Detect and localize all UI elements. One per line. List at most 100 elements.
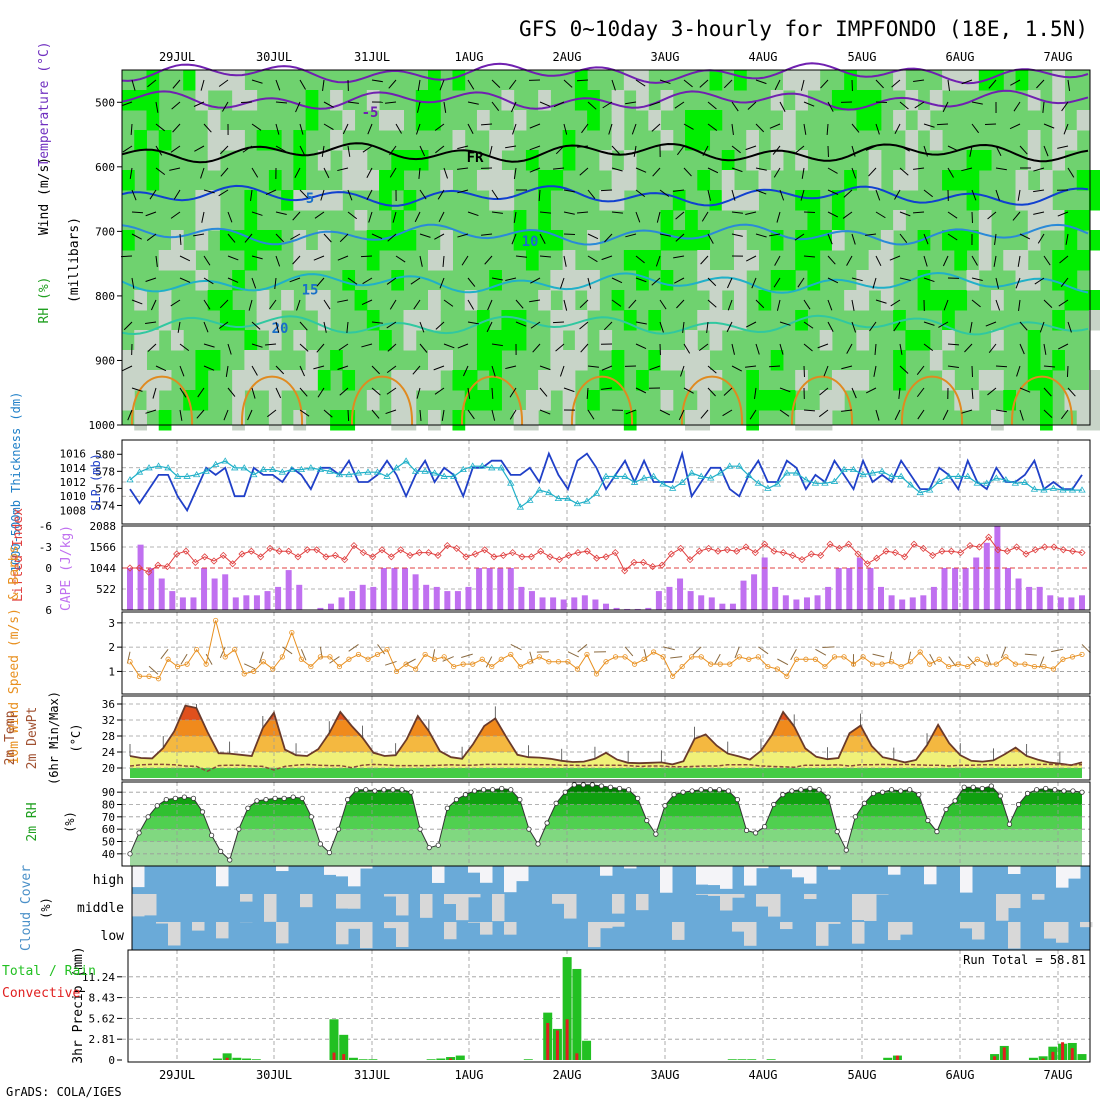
rh-cell bbox=[1015, 190, 1029, 211]
wind-barb bbox=[563, 79, 573, 88]
rh-cell bbox=[1052, 250, 1065, 271]
li-point bbox=[985, 533, 993, 541]
cloud-gap bbox=[1032, 894, 1045, 900]
wind-barb bbox=[484, 255, 493, 265]
li-point bbox=[938, 547, 946, 555]
rh-cell bbox=[942, 330, 955, 351]
cape-bar bbox=[560, 599, 567, 610]
cloud-gap bbox=[468, 922, 481, 923]
wind-barb bbox=[747, 101, 757, 110]
rh-cell bbox=[697, 110, 711, 131]
wind-barb bbox=[875, 189, 881, 201]
rh-cell bbox=[1015, 250, 1029, 271]
rh2m-ylabel-2: (%) bbox=[63, 811, 77, 833]
cloud-gap bbox=[1068, 866, 1081, 879]
wind-barb bbox=[147, 343, 157, 352]
cape-bar bbox=[518, 586, 525, 610]
rh-point bbox=[290, 794, 296, 800]
li-point bbox=[695, 547, 703, 555]
wind-barb bbox=[843, 189, 853, 198]
rh-cell bbox=[868, 250, 882, 271]
rh-cell bbox=[293, 370, 307, 391]
li-point bbox=[201, 553, 209, 561]
rh-cell bbox=[807, 190, 821, 211]
precip-conv-bar bbox=[993, 1056, 997, 1060]
bottom-date-label: 7AUG bbox=[1044, 1068, 1073, 1082]
rh-cell bbox=[219, 130, 233, 151]
thickness-point bbox=[792, 469, 801, 476]
wind-barb bbox=[339, 233, 349, 243]
wind-barb bbox=[491, 365, 496, 377]
rh-cell bbox=[550, 310, 564, 331]
wind-barb bbox=[443, 343, 455, 349]
wind-barb bbox=[803, 123, 807, 135]
wind-barb bbox=[579, 299, 589, 308]
wind-barb bbox=[530, 321, 541, 329]
rh-cell bbox=[746, 410, 759, 431]
wind-barb bbox=[418, 167, 421, 179]
thickness-point bbox=[1002, 476, 1010, 483]
rh-cell bbox=[268, 310, 282, 331]
wind-barb bbox=[227, 277, 239, 283]
wind10m-point bbox=[612, 654, 619, 660]
rh-cell bbox=[1064, 130, 1078, 151]
wind10m-point bbox=[812, 656, 819, 662]
thickness-point bbox=[764, 484, 772, 491]
wind-barb bbox=[529, 145, 541, 151]
precip-total-bar bbox=[1077, 1054, 1087, 1060]
rh-point bbox=[245, 805, 251, 811]
rh-cell bbox=[880, 270, 894, 291]
wind10m-barb bbox=[692, 646, 702, 656]
rh-cell bbox=[428, 90, 441, 111]
li-point bbox=[891, 549, 899, 557]
wind-barb bbox=[419, 145, 426, 157]
precip-total-bar bbox=[572, 968, 582, 1060]
li-line bbox=[130, 536, 1083, 573]
rh-point bbox=[662, 803, 668, 809]
wind-barb bbox=[579, 167, 589, 176]
wind-barb bbox=[675, 233, 685, 242]
wind-barb bbox=[899, 167, 909, 176]
wind10m-point bbox=[727, 661, 733, 667]
wind-barb bbox=[942, 101, 949, 113]
li-point bbox=[378, 546, 386, 554]
cloud-gap bbox=[888, 866, 901, 875]
wind-barb bbox=[873, 365, 877, 377]
wind-barb bbox=[723, 79, 733, 89]
rh-cell bbox=[550, 230, 564, 251]
rh-point bbox=[136, 830, 142, 836]
wind10m-barb bbox=[205, 653, 213, 665]
wind-barb bbox=[275, 145, 286, 152]
rh-cell bbox=[1040, 390, 1053, 411]
wind-barb bbox=[342, 123, 349, 135]
rh-cell bbox=[1088, 310, 1100, 331]
wind-barb bbox=[683, 387, 694, 394]
wind-barb bbox=[707, 189, 711, 201]
wind-barb bbox=[510, 101, 517, 113]
precip-conv-bar bbox=[895, 1055, 899, 1060]
cloud-gap bbox=[660, 866, 673, 893]
wind-barb bbox=[1067, 167, 1075, 178]
rh-cell bbox=[428, 410, 441, 431]
rh2m-tick-label: 50 bbox=[102, 836, 115, 849]
wind-barb bbox=[779, 409, 790, 417]
rh-cell bbox=[770, 130, 784, 151]
rh-point bbox=[508, 787, 514, 793]
rh-cell bbox=[134, 130, 147, 151]
cape-bar bbox=[211, 578, 218, 610]
wind-barb bbox=[827, 321, 834, 332]
rh-point bbox=[879, 789, 886, 795]
thickness-point bbox=[973, 479, 981, 486]
li-point bbox=[630, 558, 638, 566]
rh-point bbox=[580, 782, 586, 788]
rh-cell bbox=[342, 170, 356, 191]
cape-bar bbox=[137, 544, 144, 610]
li-point bbox=[1031, 546, 1039, 554]
rh-cell bbox=[403, 230, 417, 251]
rh-point bbox=[1043, 785, 1049, 792]
rh-point bbox=[598, 783, 605, 789]
wind-barb bbox=[995, 365, 1008, 368]
wind-barb bbox=[416, 101, 421, 113]
